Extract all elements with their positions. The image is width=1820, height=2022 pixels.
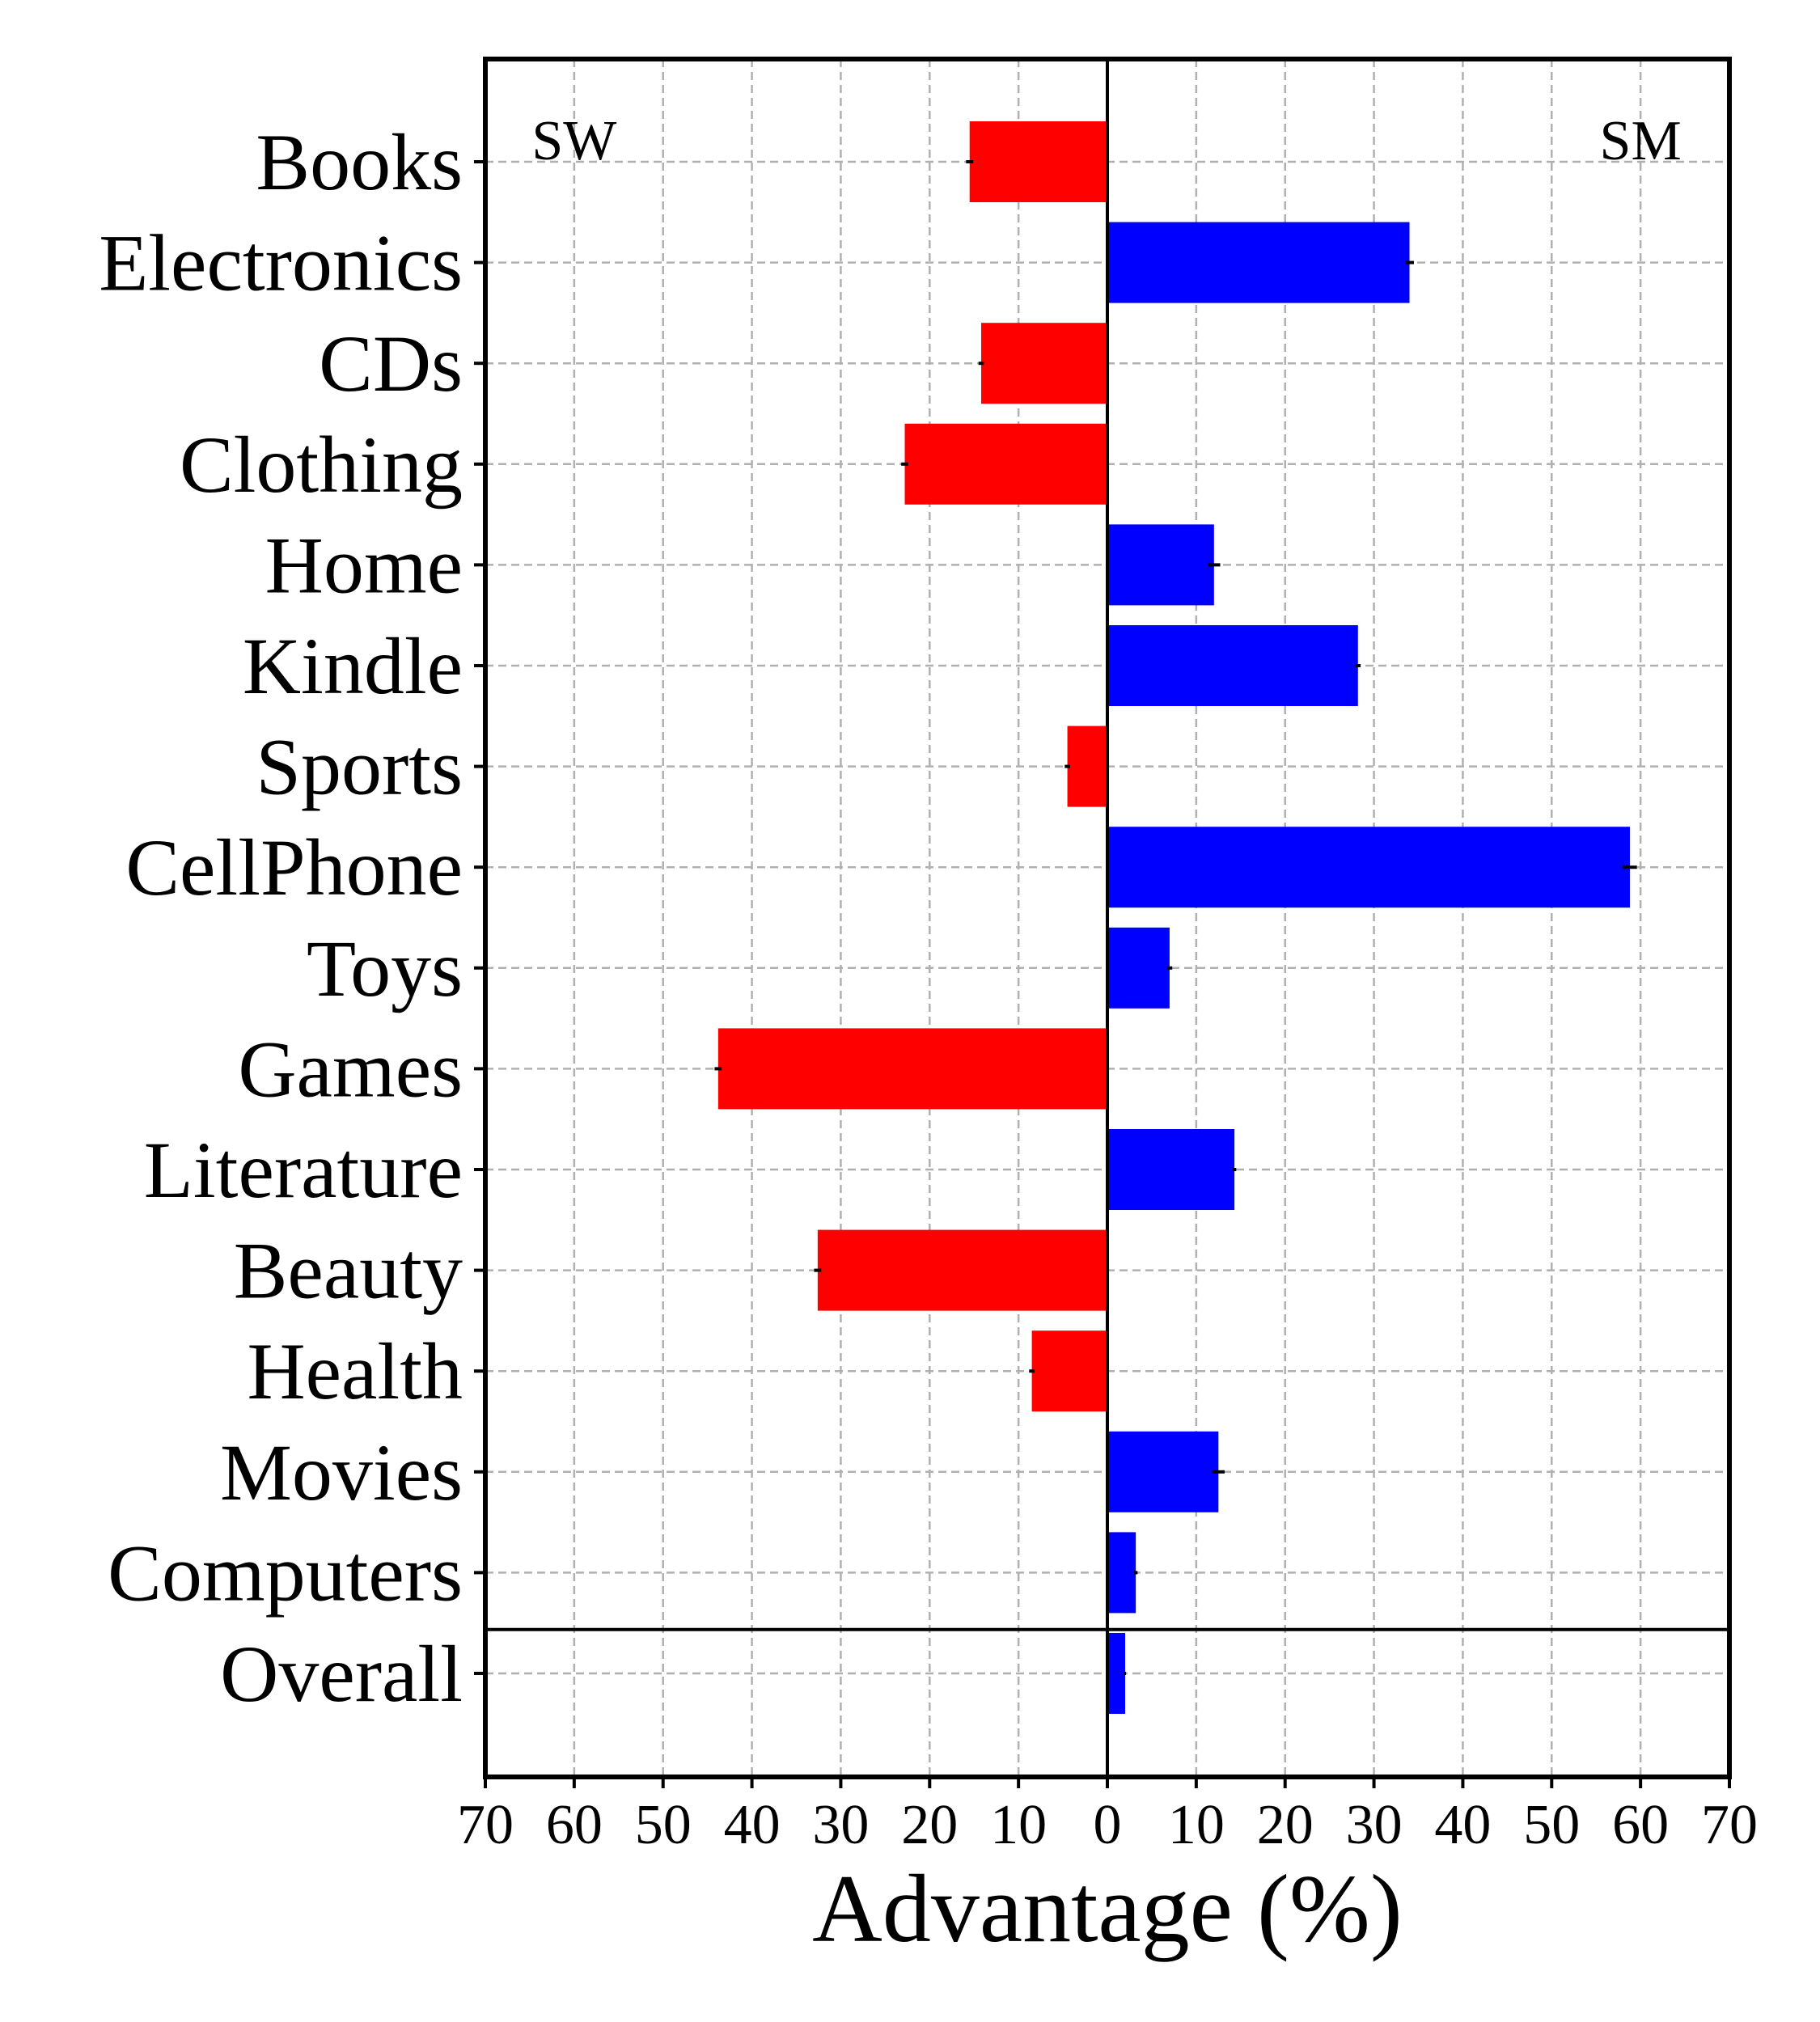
category-label-books: Books	[256, 117, 463, 207]
error-bar-layer	[714, 160, 1637, 1675]
x-tick-label: 70	[457, 1794, 514, 1856]
bar-home	[1107, 524, 1214, 606]
right-side-label: SM	[1600, 110, 1682, 172]
left-side-label: SW	[531, 110, 616, 172]
category-label-health: Health	[247, 1326, 463, 1416]
x-tick-label: 10	[990, 1794, 1047, 1856]
bar-games	[717, 1028, 1107, 1110]
bar-layer	[717, 121, 1630, 1714]
x-tick-label: 0	[1094, 1794, 1122, 1856]
category-label-clothing: Clothing	[180, 420, 463, 510]
category-label-movies: Movies	[220, 1428, 463, 1517]
bar-toys	[1107, 927, 1170, 1009]
x-tick-label: 40	[1434, 1794, 1491, 1856]
bar-clothing	[904, 423, 1107, 505]
x-tick-label: 50	[635, 1794, 692, 1856]
bar-cds	[981, 323, 1107, 404]
category-label-beauty: Beauty	[234, 1226, 463, 1316]
x-tick-label: 60	[546, 1794, 603, 1856]
bar-movies	[1107, 1431, 1219, 1512]
x-axis-title: Advantage (%)	[812, 1855, 1403, 1962]
x-tick-label: 30	[1346, 1794, 1403, 1856]
x-tick-label: 20	[901, 1794, 958, 1856]
category-label-toys: Toys	[307, 924, 463, 1013]
bar-literature	[1107, 1129, 1235, 1210]
category-label-electronics: Electronics	[99, 218, 463, 308]
bar-beauty	[817, 1229, 1107, 1311]
bar-kindle	[1107, 625, 1358, 706]
y-tick-layer: Books Electronics CDs Clothing Home Kindle Spo…	[99, 117, 485, 1719]
bar-books	[969, 121, 1107, 202]
category-label-games: Games	[238, 1024, 463, 1114]
category-label-overall: Overall	[220, 1629, 463, 1719]
category-label-cellphone: CellPhone	[125, 823, 463, 912]
category-label-literature: Literature	[144, 1125, 463, 1215]
category-label-sports: Sports	[256, 722, 463, 812]
x-tick-label: 60	[1612, 1794, 1669, 1856]
category-label-kindle: Kindle	[243, 621, 463, 711]
x-tick-label: 50	[1523, 1794, 1580, 1856]
bar-health	[1031, 1330, 1107, 1412]
bar-cellphone	[1107, 827, 1630, 908]
bar-overall	[1107, 1633, 1125, 1714]
bar-computers	[1107, 1532, 1136, 1614]
category-label-cds: CDs	[319, 319, 463, 408]
x-tick-label: 70	[1701, 1794, 1758, 1856]
category-label-computers: Computers	[108, 1528, 463, 1618]
x-tick-label: 20	[1257, 1794, 1314, 1856]
category-label-home: Home	[265, 520, 463, 610]
x-tick-label: 10	[1168, 1794, 1225, 1856]
bar-electronics	[1107, 222, 1410, 303]
x-tick-label: 30	[812, 1794, 869, 1856]
bar-sports	[1067, 725, 1107, 807]
x-tick-layer: 70 60 50 40 30 20 10 0 10 20 30 40 50 60 70	[457, 1777, 1758, 1856]
x-tick-label: 40	[724, 1794, 781, 1856]
